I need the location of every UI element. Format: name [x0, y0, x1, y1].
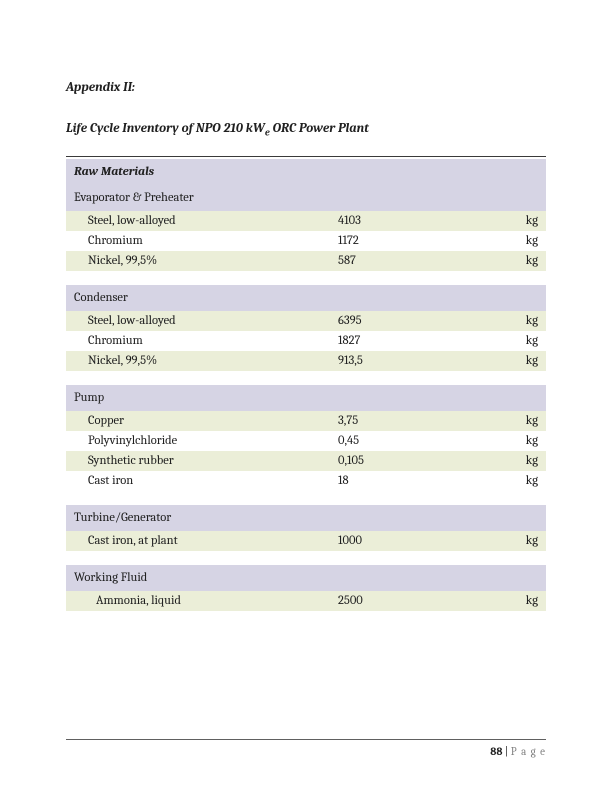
section-header: Turbine/Generator — [66, 505, 546, 531]
material-unit: kg — [498, 311, 546, 331]
material-unit: kg — [498, 531, 546, 551]
inventory-table: Raw Materials Evaporator & PreheaterStee… — [66, 156, 546, 611]
footer: 88 | P a g e — [490, 745, 546, 758]
table-row: Ammonia, liquid2500kg — [66, 591, 546, 611]
page-title: Life Cycle Inventory of NPO 210 kWe ORC … — [66, 121, 546, 136]
page-number: 88 — [490, 745, 502, 758]
table-row: Chromium1172kg — [66, 231, 546, 251]
material-value: 0,45 — [330, 431, 498, 451]
material-name: Cast iron, at plant — [66, 531, 330, 551]
table-row: Polyvinylchloride0,45kg — [66, 431, 546, 451]
material-unit: kg — [498, 351, 546, 371]
material-value: 18 — [330, 471, 498, 491]
material-unit: kg — [498, 451, 546, 471]
table-row: Nickel, 99,5%587kg — [66, 251, 546, 271]
material-name: Steel, low-alloyed — [66, 211, 330, 231]
table-row: Chromium1827kg — [66, 331, 546, 351]
material-value: 0,105 — [330, 451, 498, 471]
title-suffix: ORC Power Plant — [270, 121, 369, 136]
footer-rule — [66, 739, 546, 740]
title-prefix: Life Cycle Inventory of NPO 210 kW — [66, 121, 265, 136]
table-row: Steel, low-alloyed6395kg — [66, 311, 546, 331]
material-unit: kg — [498, 211, 546, 231]
footer-separator: | — [502, 745, 510, 758]
section-header: Pump — [66, 385, 546, 411]
material-name: Ammonia, liquid — [66, 591, 330, 611]
material-name: Nickel, 99,5% — [66, 251, 330, 271]
material-unit: kg — [498, 231, 546, 251]
table-row: Nickel, 99,5%913,5kg — [66, 351, 546, 371]
material-value: 2500 — [330, 591, 498, 611]
table-row: Steel, low-alloyed4103kg — [66, 211, 546, 231]
material-unit: kg — [498, 591, 546, 611]
section-header: Condenser — [66, 285, 546, 311]
material-name: Steel, low-alloyed — [66, 311, 330, 331]
material-value: 6395 — [330, 311, 498, 331]
material-value: 587 — [330, 251, 498, 271]
material-value: 1000 — [330, 531, 498, 551]
section-gap — [66, 491, 546, 505]
material-name: Chromium — [66, 231, 330, 251]
section-gap — [66, 551, 546, 565]
section-gap — [66, 271, 546, 285]
table-row: Synthetic rubber0,105kg — [66, 451, 546, 471]
section-gap — [66, 371, 546, 385]
material-name: Copper — [66, 411, 330, 431]
table-row: Cast iron18kg — [66, 471, 546, 491]
material-unit: kg — [498, 411, 546, 431]
material-value: 1827 — [330, 331, 498, 351]
material-name: Chromium — [66, 331, 330, 351]
material-unit: kg — [498, 471, 546, 491]
table-row: Copper3,75kg — [66, 411, 546, 431]
table-header: Raw Materials — [66, 159, 546, 185]
material-value: 913,5 — [330, 351, 498, 371]
material-unit: kg — [498, 431, 546, 451]
material-value: 1172 — [330, 231, 498, 251]
footer-label: P a g e — [511, 745, 546, 758]
appendix-label: Appendix II: — [66, 80, 546, 95]
material-unit: kg — [498, 331, 546, 351]
material-name: Polyvinylchloride — [66, 431, 330, 451]
section-header: Working Fluid — [66, 565, 546, 591]
material-name: Nickel, 99,5% — [66, 351, 330, 371]
material-unit: kg — [498, 251, 546, 271]
material-name: Synthetic rubber — [66, 451, 330, 471]
material-name: Cast iron — [66, 471, 330, 491]
section-header: Evaporator & Preheater — [66, 185, 546, 211]
material-value: 3,75 — [330, 411, 498, 431]
table-row: Cast iron, at plant1000kg — [66, 531, 546, 551]
material-value: 4103 — [330, 211, 498, 231]
